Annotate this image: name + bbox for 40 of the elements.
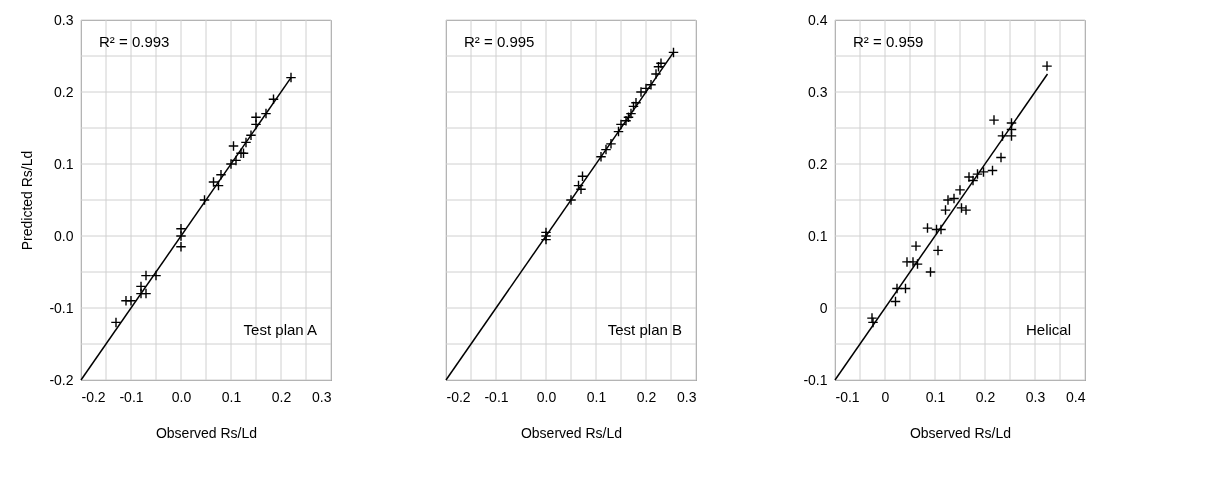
y-tick-label: 0.1 [808, 227, 828, 244]
x-tick-label: 0.1 [586, 388, 607, 405]
y-tick-label: -0.1 [803, 371, 828, 388]
y-tick-label: 0 [819, 299, 828, 316]
x-tick-label: 0.4 [1066, 388, 1086, 405]
y-tick-label: 0.3 [54, 11, 74, 28]
annotation: R² = 0.959 [853, 33, 924, 50]
annotation: Test plan A [243, 321, 317, 338]
x-tick-label: -0.2 [446, 388, 471, 405]
x-tick-label: -0.1 [119, 388, 144, 405]
annotation: R² = 0.995 [464, 33, 535, 50]
y-tick-label: -0.2 [49, 371, 74, 388]
x-tick-label: -0.2 [81, 388, 106, 405]
annotation: R² = 0.993 [99, 33, 170, 50]
x-tick-label: 0.0 [171, 388, 192, 405]
x-tick-label: -0.1 [484, 388, 509, 405]
x-tick-label: 0 [881, 388, 890, 405]
x-tick-label: 0.1 [925, 388, 946, 405]
y-tick-label: 0.4 [808, 11, 828, 28]
x-tick-label: 0.0 [536, 388, 557, 405]
x-axis-title: Observed Rs/Ld [520, 424, 623, 441]
annotation: Test plan B [607, 321, 682, 338]
x-tick-label: 0.2 [636, 388, 657, 405]
x-tick-label: 0.3 [677, 388, 697, 405]
y-tick-label: 0.2 [808, 155, 828, 172]
x-axis-title: Observed Rs/Ld [155, 424, 258, 441]
annotation: Helical [1025, 321, 1071, 338]
y-axis-title: Predicted Rs/Ld [19, 150, 36, 251]
y-tick-label: 0.3 [808, 83, 828, 100]
x-tick-label: 0.3 [312, 388, 332, 405]
y-tick-label: 0.0 [54, 227, 74, 244]
x-tick-label: 0.2 [975, 388, 996, 405]
y-tick-label: 0.2 [54, 83, 74, 100]
y-tick-label: -0.1 [49, 299, 74, 316]
x-tick-label: 0.2 [271, 388, 292, 405]
x-tick-label: 0.3 [1025, 388, 1046, 405]
y-tick-label: 0.1 [54, 155, 74, 172]
x-axis-title: Observed Rs/Ld [909, 424, 1012, 441]
x-tick-label: 0.1 [221, 388, 242, 405]
x-tick-label: -0.1 [835, 388, 860, 405]
